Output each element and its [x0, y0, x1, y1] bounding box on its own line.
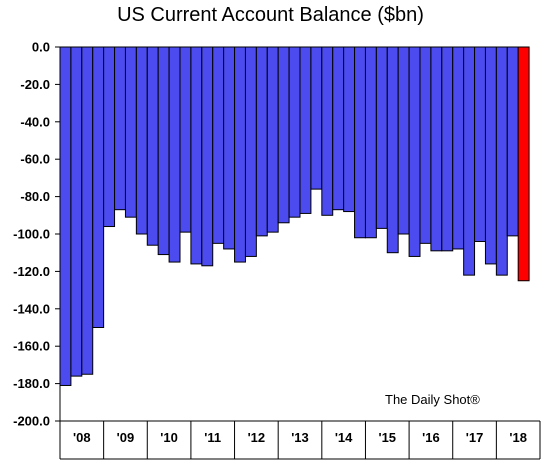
bar-2014Q3 — [343, 46, 356, 213]
y-tick-label: -40.0 — [20, 114, 50, 129]
bar-2011Q3 — [212, 46, 225, 244]
bar-2014Q1 — [321, 46, 334, 216]
x-tick-label: '12 — [248, 430, 266, 445]
bar-2011Q2 — [201, 46, 214, 267]
bar-2009Q1 — [103, 46, 116, 228]
bar-2016Q2 — [419, 46, 432, 244]
bar-2016Q3 — [430, 46, 443, 252]
bar-2012Q4 — [266, 46, 279, 233]
y-tick-label: -180.0 — [13, 376, 50, 391]
bar-2017Q4 — [484, 46, 497, 265]
bar-2009Q3 — [124, 46, 137, 218]
watermark: The Daily Shot® — [385, 392, 480, 407]
y-tick-label: -60.0 — [20, 152, 50, 167]
x-tick-label: '14 — [335, 430, 353, 445]
bar-2008Q2 — [70, 46, 83, 377]
bar-2013Q4 — [310, 46, 323, 190]
y-tick-label: -140.0 — [13, 301, 50, 316]
bar-2018Q2 — [506, 46, 519, 237]
x-tick-label: '17 — [466, 430, 484, 445]
bar-2011Q1 — [190, 46, 203, 265]
bar-2015Q3 — [386, 46, 399, 254]
bar-2008Q3 — [81, 46, 94, 375]
x-tick-labels: '08 '09 '10 '11 '12 '13 '14 '15 '16 '17 '18 — [59, 421, 541, 459]
bar-2012Q3 — [255, 46, 268, 237]
bar-2008Q1 — [59, 46, 72, 386]
bar-2010Q4 — [179, 46, 192, 233]
x-tick-label: '08 — [73, 430, 91, 445]
y-tick-label: -200.0 — [13, 414, 50, 429]
bar-2009Q4 — [135, 46, 148, 235]
bar-2012Q2 — [244, 46, 257, 257]
bar-2012Q1 — [234, 46, 246, 263]
bar-2011Q4 — [223, 46, 236, 250]
bar-2013Q2 — [288, 46, 301, 218]
y-tick-label: 0.0 — [32, 40, 50, 55]
bar-2015Q1 — [364, 46, 377, 239]
bar-2014Q4 — [354, 46, 366, 239]
bar-2015Q2 — [375, 46, 388, 229]
bar-2010Q3 — [168, 46, 181, 263]
bar-2009Q2 — [114, 46, 126, 211]
bar-2013Q1 — [277, 46, 290, 224]
bar-2017Q3 — [474, 46, 486, 242]
bar-2015Q4 — [397, 46, 410, 235]
y-tick-label: -160.0 — [13, 339, 50, 354]
bar-2010Q2 — [157, 46, 170, 256]
bar-2017Q2 — [463, 46, 476, 276]
bar-2013Q3 — [299, 46, 312, 214]
bar-2008Q4 — [92, 46, 105, 328]
bars-layer — [59, 46, 530, 386]
x-tick-label: '13 — [291, 430, 309, 445]
y-tick-label: -100.0 — [13, 227, 50, 242]
x-tick-label: '10 — [160, 430, 178, 445]
y-tick-label: -20.0 — [20, 77, 50, 92]
bar-2018Q1 — [495, 46, 508, 276]
y-tick-label: -80.0 — [20, 189, 50, 204]
x-tick-label: '15 — [378, 430, 396, 445]
chart-title: US Current Account Balance ($bn) — [117, 4, 424, 26]
x-tick-label: '18 — [509, 430, 527, 445]
bar-2016Q4 — [441, 46, 454, 252]
x-tick-label: '11 — [204, 430, 221, 445]
bar-2014Q2 — [332, 46, 345, 211]
y-tick-label: -120.0 — [13, 264, 50, 279]
bar-2010Q1 — [146, 46, 159, 246]
y-tick-labels: 0.0 -20.0 -40.0 -60.0 -80.0 -100.0 -120.0 -140.… — [13, 40, 60, 429]
bar-2018Q3 — [517, 46, 530, 282]
x-tick-label: '09 — [117, 430, 135, 445]
bar-2017Q1 — [452, 46, 465, 250]
x-tick-label: '16 — [422, 430, 440, 445]
bar-2016Q1 — [408, 46, 421, 257]
